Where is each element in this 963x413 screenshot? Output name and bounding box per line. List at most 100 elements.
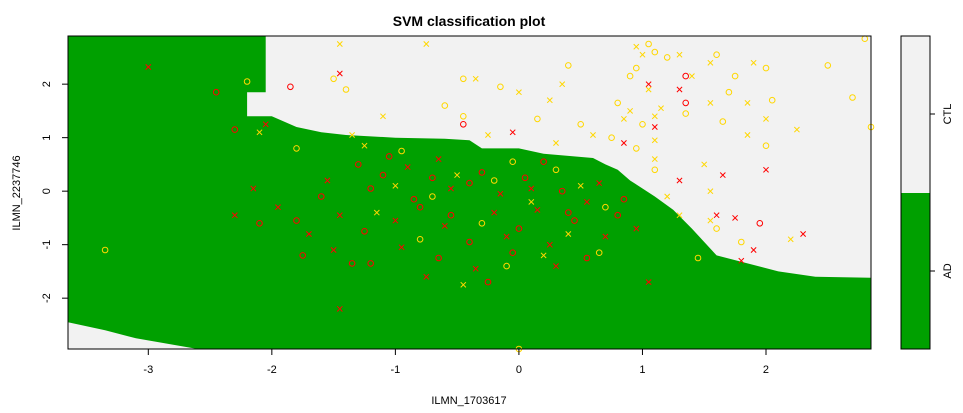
data-point — [466, 179, 473, 187]
x-tick-label: 0 — [516, 364, 522, 376]
y-tick-label: -2 — [41, 293, 53, 303]
y-tick-label: 1 — [41, 135, 53, 141]
data-point — [212, 88, 220, 96]
data-point — [472, 265, 479, 272]
data-point — [763, 115, 769, 122]
plot-frame — [67, 35, 872, 350]
data-point — [682, 99, 690, 107]
data-point — [707, 217, 714, 224]
data-point — [596, 180, 603, 187]
data-point — [651, 113, 658, 120]
data-point — [676, 86, 683, 93]
chart-title: SVM classification plot — [393, 13, 546, 29]
data-point — [762, 64, 770, 72]
data-point — [738, 257, 745, 264]
data-point — [583, 254, 591, 262]
data-point — [429, 193, 436, 200]
data-point — [448, 185, 454, 192]
data-point — [293, 217, 300, 224]
data-point — [385, 153, 393, 160]
data-point — [559, 81, 566, 88]
y-axis-label: ILMN_2237746 — [11, 155, 23, 230]
data-point — [478, 169, 486, 176]
data-point — [250, 185, 257, 192]
data-point — [367, 185, 375, 192]
data-point — [534, 206, 541, 213]
data-point — [398, 147, 405, 155]
data-point — [738, 238, 745, 246]
data-point — [392, 217, 399, 224]
data-point — [336, 212, 343, 219]
data-point — [571, 217, 578, 224]
data-point — [435, 156, 442, 163]
data-point — [447, 211, 455, 219]
data-point — [651, 48, 659, 56]
ad-decision-region — [68, 36, 871, 349]
data-point — [528, 198, 535, 205]
data-point — [645, 86, 652, 93]
data-point — [583, 198, 590, 205]
data-point — [540, 158, 547, 165]
data-point — [602, 203, 609, 211]
data-point — [663, 54, 671, 61]
data-point — [719, 118, 727, 125]
data-point — [750, 247, 757, 253]
data-point — [744, 99, 751, 106]
data-point — [602, 233, 609, 240]
data-point — [540, 252, 547, 259]
data-point — [762, 142, 770, 149]
data-point — [731, 72, 739, 80]
data-point — [416, 203, 424, 211]
data-point — [682, 72, 690, 80]
data-point — [349, 132, 356, 138]
data-point — [658, 105, 664, 112]
data-point — [713, 51, 720, 59]
data-point — [651, 124, 658, 130]
data-point — [521, 174, 529, 182]
data-point — [361, 142, 368, 149]
data-point — [231, 126, 239, 133]
data-point — [509, 129, 516, 136]
data-point — [145, 64, 152, 70]
data-point — [546, 241, 553, 248]
data-point — [528, 185, 535, 192]
data-point — [256, 129, 263, 136]
data-point — [787, 236, 794, 243]
data-point — [466, 238, 473, 246]
data-point — [287, 83, 294, 91]
data-point — [553, 140, 559, 146]
x-tick-label: -3 — [143, 364, 153, 376]
data-point — [553, 263, 559, 270]
data-point — [620, 140, 627, 146]
x-tick-label: -2 — [267, 364, 277, 376]
data-point — [380, 113, 386, 120]
data-point — [676, 212, 683, 219]
data-point — [713, 225, 720, 232]
data-point — [707, 188, 714, 195]
data-point — [732, 214, 739, 221]
data-point — [725, 88, 733, 96]
data-point — [336, 305, 343, 312]
data-point — [590, 132, 596, 138]
data-point — [256, 220, 263, 227]
data-point — [552, 166, 560, 174]
data-point — [379, 171, 387, 179]
data-point — [750, 59, 757, 66]
data-point — [577, 182, 584, 189]
data-point — [744, 132, 751, 138]
data-point — [639, 121, 646, 128]
data-point — [645, 81, 652, 88]
data-point — [460, 121, 467, 128]
data-point — [355, 161, 362, 168]
data-point — [546, 97, 553, 104]
data-point — [565, 231, 572, 237]
data-point — [577, 121, 585, 128]
y-axis: -2 -1 0 1 2 — [41, 81, 68, 303]
data-point — [367, 260, 375, 267]
data-point — [398, 244, 405, 251]
colorbar-ad-swatch — [901, 193, 930, 349]
data-point — [595, 249, 603, 256]
data-point — [336, 70, 343, 77]
data-point — [410, 195, 418, 203]
